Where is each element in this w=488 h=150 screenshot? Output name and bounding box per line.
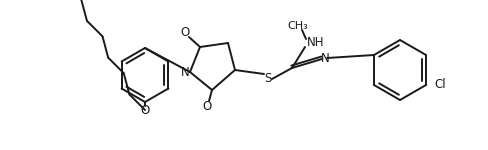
Text: CH₃: CH₃ [287, 21, 308, 31]
Text: Cl: Cl [434, 78, 446, 92]
Text: O: O [141, 103, 150, 117]
Text: NH: NH [307, 36, 325, 50]
Text: N: N [321, 52, 329, 66]
Text: O: O [203, 99, 212, 112]
Text: S: S [264, 72, 272, 84]
Text: N: N [181, 66, 189, 78]
Text: O: O [181, 27, 190, 39]
